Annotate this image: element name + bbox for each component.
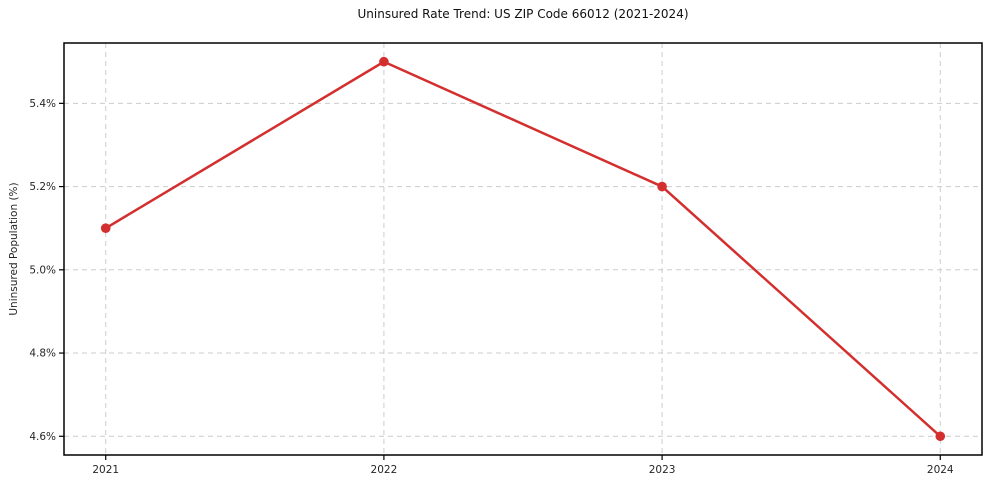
x-tick-label: 2022: [371, 464, 398, 476]
chart-title: Uninsured Rate Trend: US ZIP Code 66012 …: [357, 7, 689, 21]
y-tick-label: 5.2%: [29, 181, 56, 193]
data-point-2023: [657, 181, 667, 192]
data-point-2024: [935, 431, 946, 442]
plot-border: [63, 42, 983, 456]
trend-line: [104, 60, 942, 438]
y-tick-label: 5.4%: [29, 98, 56, 110]
data-point-2022: [379, 56, 389, 67]
x-tick-label: 2024: [927, 464, 954, 476]
y-tick-label: 4.8%: [29, 348, 56, 360]
y-tick-label: 4.6%: [29, 431, 56, 443]
x-tick-label: 2023: [649, 464, 676, 476]
y-tick-label: 5.0%: [29, 264, 56, 276]
data-point-2021: [100, 223, 111, 233]
x-tick-label: 2021: [92, 464, 119, 476]
